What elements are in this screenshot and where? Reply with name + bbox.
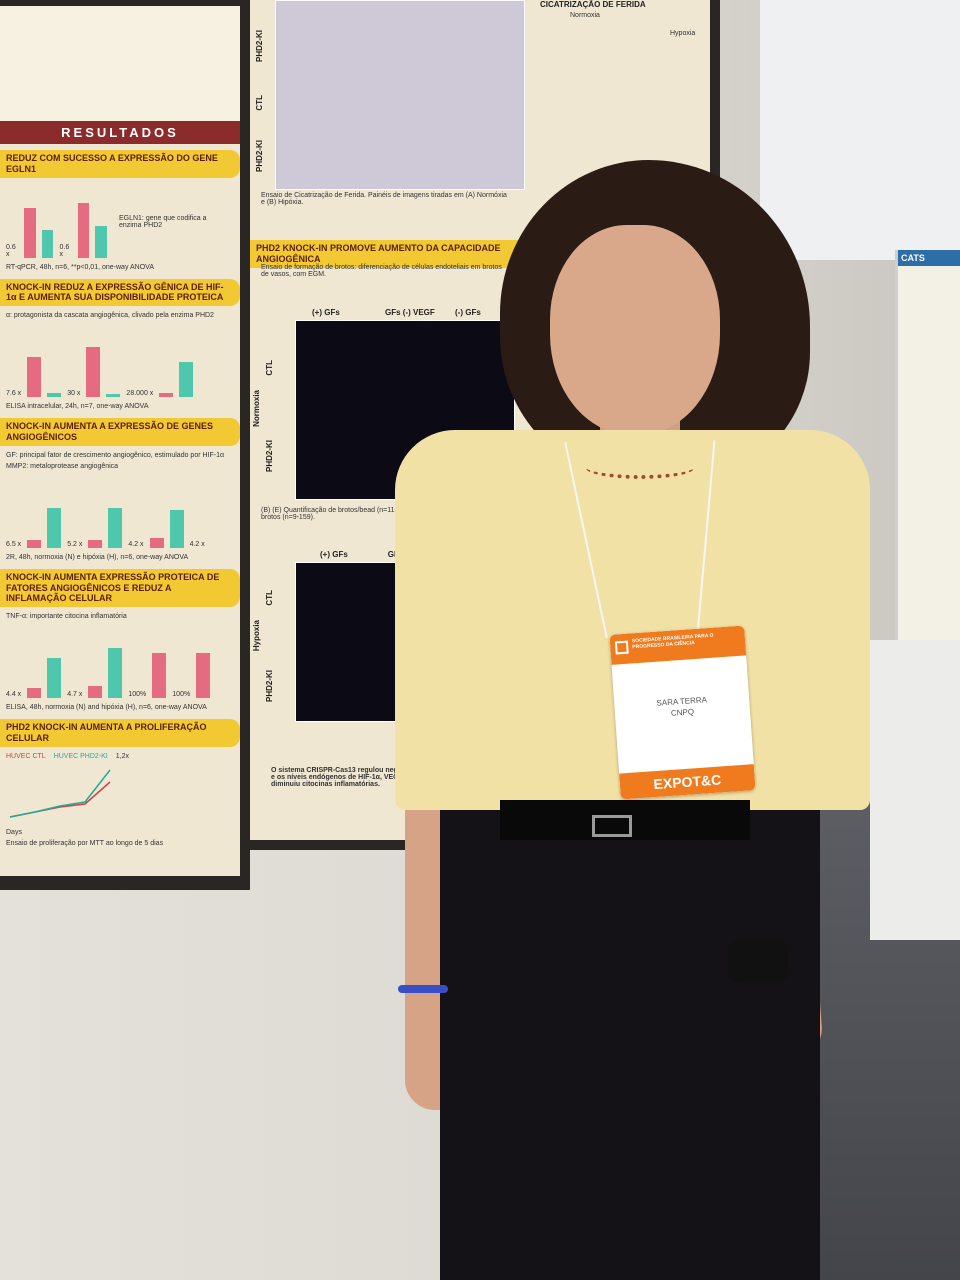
bar xyxy=(106,394,121,398)
bar xyxy=(169,509,184,548)
bar-phd2ki xyxy=(41,229,54,258)
booth-background xyxy=(760,0,960,260)
proliferation-line-chart xyxy=(9,769,111,818)
bar xyxy=(88,686,103,699)
bar xyxy=(149,537,164,548)
bar xyxy=(27,688,42,699)
section-title: REDUZ COM SUCESSO A EXPRESSÃO DO GENE EG… xyxy=(0,150,240,178)
bar xyxy=(47,393,62,398)
protein-chart: 4.4 x 4.7 x 100% 100% xyxy=(0,622,240,702)
angiogenic-genes-chart: 6.5 x 5.2 x 4.2 x 4.2 x xyxy=(0,472,240,552)
wound-image-grid xyxy=(275,0,525,190)
bar xyxy=(86,347,101,398)
bar xyxy=(88,539,103,548)
line-ctl xyxy=(9,781,111,818)
bar xyxy=(108,507,123,548)
column-header: (-) GFs xyxy=(455,308,481,317)
section-title: PHD2 KNOCK-IN AUMENTA A PROLIFERAÇÃO CEL… xyxy=(0,719,240,747)
pants xyxy=(440,800,820,1280)
bar xyxy=(27,357,42,398)
poster-methods-area xyxy=(0,6,240,121)
bar xyxy=(159,393,174,398)
bar xyxy=(196,653,211,699)
booth-panel xyxy=(870,640,960,940)
line-phd2ki xyxy=(9,769,111,818)
neighbor-poster: CATS xyxy=(895,250,960,650)
name-badge: SOCIEDADE BRASILEIRA PARA O PROGRESSO DA… xyxy=(609,625,756,800)
egln1-chart: 0.6 x 0.6 x EGLN1: gene que codifica a e… xyxy=(0,182,240,262)
face xyxy=(550,225,720,435)
column-header: (+) GFs xyxy=(312,308,340,317)
belt xyxy=(500,800,750,840)
belt-buckle xyxy=(592,815,632,837)
bar-phd2ki xyxy=(95,225,107,258)
sbpc-logo-icon xyxy=(614,640,629,655)
bar xyxy=(179,362,194,398)
results-banner: RESULTADOS xyxy=(0,121,240,144)
bar xyxy=(47,507,62,548)
poster-left: RESULTADOS REDUZ COM SUCESSO A EXPRESSÃO… xyxy=(0,0,250,890)
bar xyxy=(27,539,42,548)
bar xyxy=(152,653,167,699)
smartwatch xyxy=(728,940,788,982)
hif-chart: 7.6 x 30 x 28.000 x xyxy=(0,321,240,401)
necklace xyxy=(585,455,695,479)
neighbor-poster-header: CATS xyxy=(898,250,960,266)
bar xyxy=(47,658,62,699)
section-title: KNOCK-IN REDUZ A EXPRESSÃO GÊNICA DE HIF… xyxy=(0,278,240,307)
bar xyxy=(108,648,123,699)
section-title: KNOCK-IN AUMENTA A EXPRESSÃO DE GENES AN… xyxy=(0,418,240,446)
section-title: KNOCK-IN AUMENTA EXPRESSÃO PROTEICA DE F… xyxy=(0,568,240,608)
bar-ctl xyxy=(77,202,90,258)
bracelet xyxy=(398,985,448,993)
bar-ctl xyxy=(24,207,36,258)
column-header: GFs (-) VEGF xyxy=(385,308,435,317)
